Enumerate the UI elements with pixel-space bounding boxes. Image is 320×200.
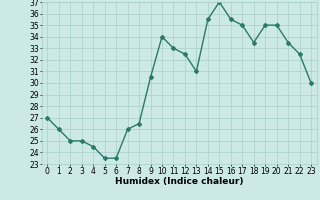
X-axis label: Humidex (Indice chaleur): Humidex (Indice chaleur) (115, 177, 244, 186)
